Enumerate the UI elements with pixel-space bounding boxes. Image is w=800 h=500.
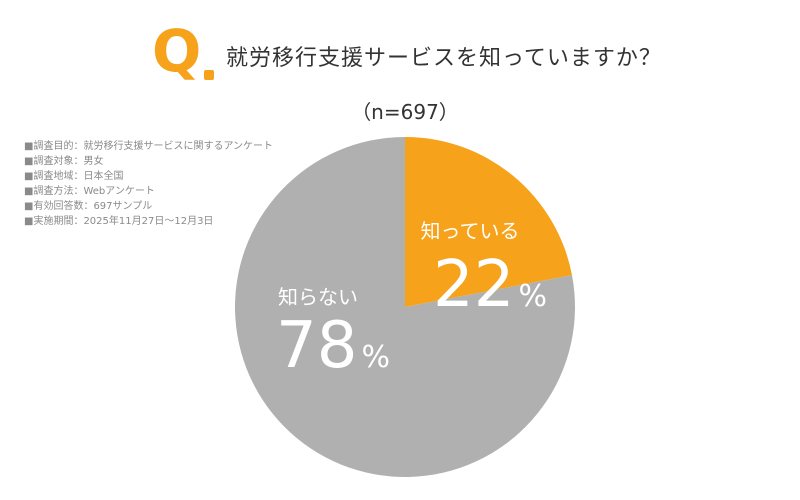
survey-notes: ■調査目的：就労移行支援サービスに関するアンケート ■調査対象：男女 ■調査地域… [24,139,273,229]
survey-note: ■調査目的：就労移行支援サービスに関するアンケート [24,141,274,152]
slice-value: 78% [276,309,390,383]
survey-note: ■調査方法：Webアンケート [24,186,155,197]
slice-value: 22% [433,248,547,322]
question-mark-dot [204,70,214,80]
survey-note: ■調査対象：男女 [24,156,104,167]
sample-size: （n=697） [351,100,459,124]
survey-note: ■調査地域：日本全国 [24,171,124,182]
pie-slice-dont-know [234,137,575,477]
question-title: 就労移行支援サービスを知っていますか？ [226,46,662,71]
slice-label: 知らない [278,285,358,309]
survey-note: ■有効回答数：697サンプル [24,201,153,212]
question-mark-q: Q [152,17,201,85]
survey-note: ■実施期間：2025年11月27日〜12月3日 [24,216,214,227]
pie-slice-know [405,137,572,307]
slice-label: 知っている [421,219,520,243]
